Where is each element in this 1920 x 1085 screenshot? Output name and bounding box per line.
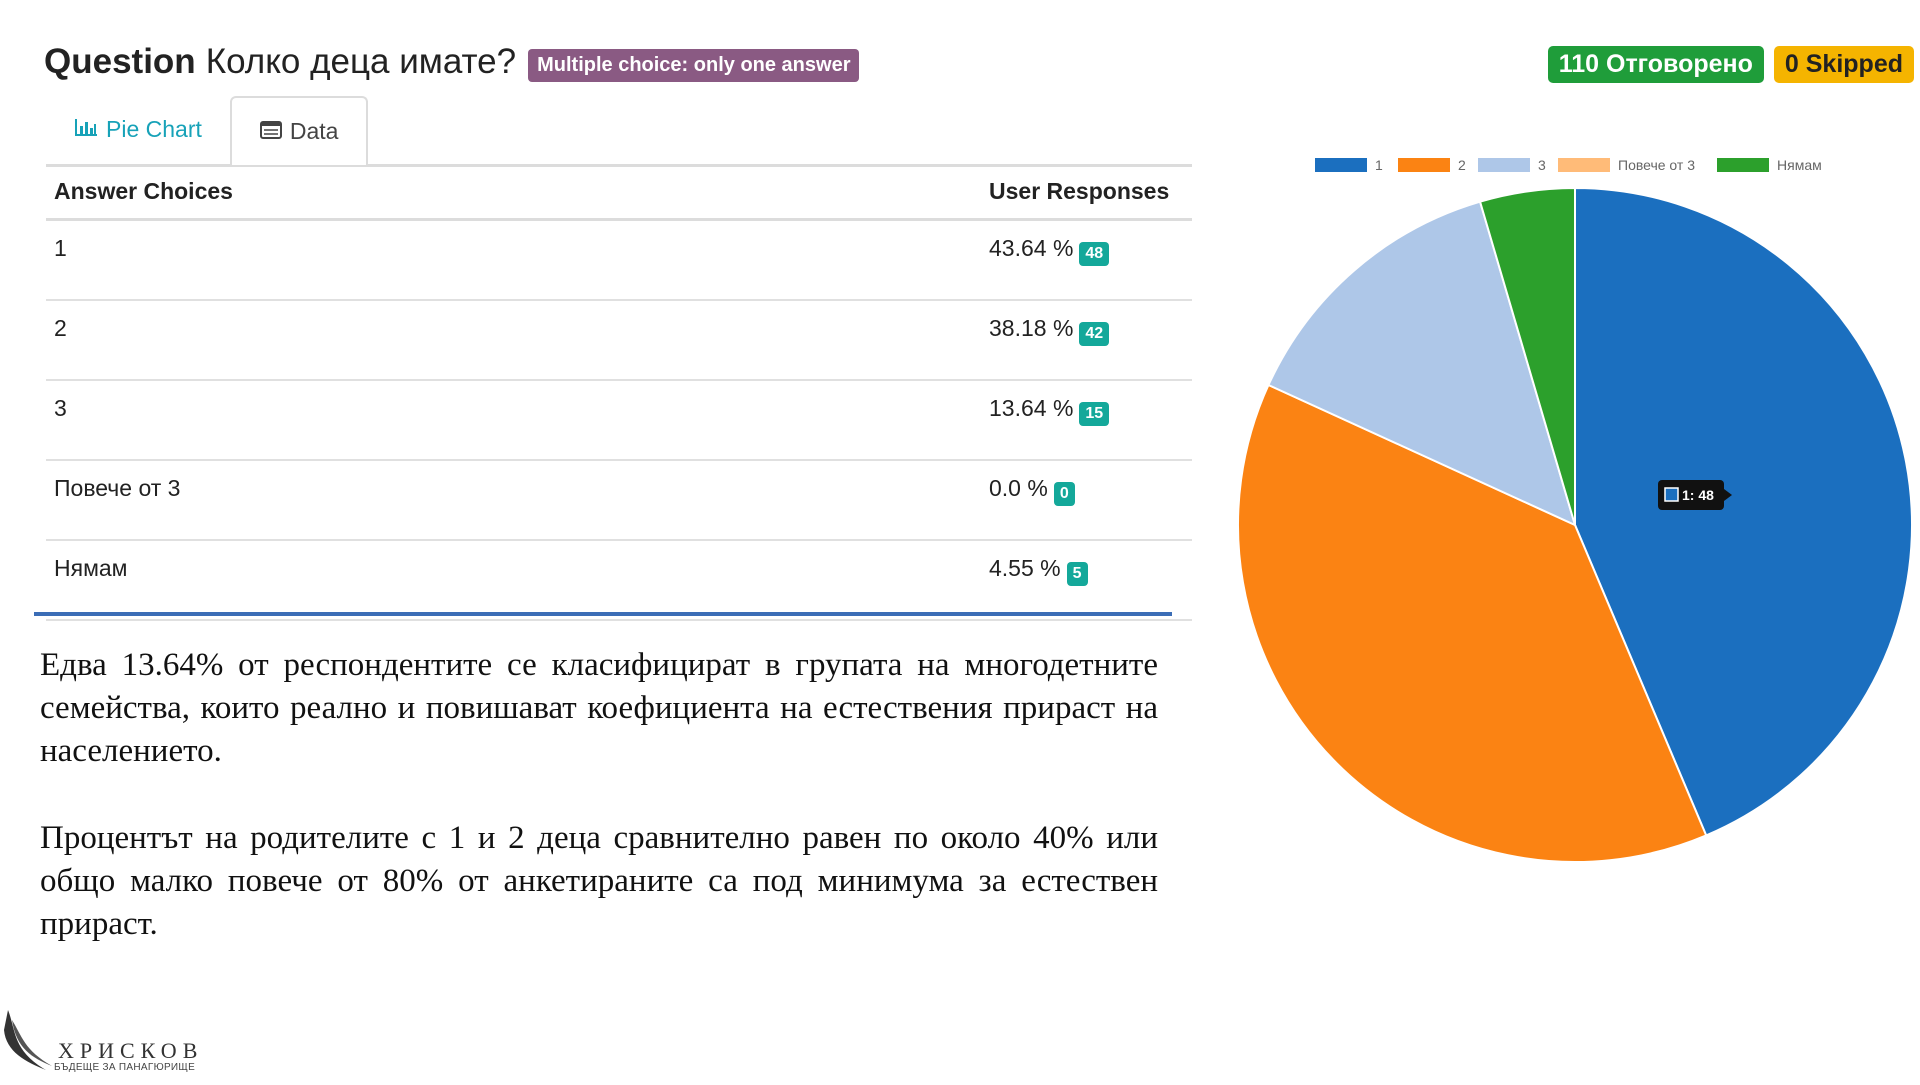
response-cell: 4.55 % 5: [989, 541, 1192, 586]
tab-data[interactable]: Data: [229, 96, 369, 165]
response-count-badge: 48: [1079, 242, 1110, 266]
tab-label: Pie Chart: [106, 115, 202, 142]
legend-swatch: [1558, 158, 1610, 172]
legend-label: Повече от 3: [1618, 157, 1695, 173]
table-row: Повече от 3 0.0 % 0: [46, 461, 1192, 541]
legend-swatch: [1398, 158, 1450, 172]
table-row: 1 43.64 % 48: [46, 221, 1192, 301]
response-percent: 13.64 %: [989, 395, 1074, 421]
skipped-badge: 0 Skipped: [1773, 46, 1914, 83]
answer-choice: 2: [54, 315, 67, 341]
tab-pie-chart[interactable]: Pie Chart: [46, 96, 230, 162]
tooltip-text: 1: 48: [1682, 487, 1714, 503]
response-cell: 0.0 % 0: [989, 461, 1192, 506]
answer-choice: Нямам: [54, 555, 128, 581]
tooltip-arrow: [1724, 489, 1732, 501]
question-text: Колко деца имате?: [205, 42, 517, 81]
response-cell: 38.18 % 42: [989, 301, 1192, 346]
response-percent: 43.64 %: [989, 235, 1074, 261]
legend-swatch: [1315, 158, 1367, 172]
legend-label: 2: [1458, 157, 1466, 173]
responses-table: Answer Choices User Responses 1 43.64 % 4…: [46, 164, 1192, 621]
response-cell: 43.64 % 48: [989, 221, 1192, 266]
response-percent: 38.18 %: [989, 315, 1074, 341]
answered-badge: 110 Отговорено: [1547, 46, 1764, 83]
answer-choice: 1: [54, 235, 67, 261]
pie-slice-1[interactable]: [1574, 186, 1913, 837]
tab-label: Data: [289, 118, 339, 144]
logo-name: ХРИСКОВ: [58, 1038, 204, 1063]
tooltip-swatch: [1664, 487, 1679, 502]
table-row: 2 38.18 % 42: [46, 301, 1192, 381]
response-count-badge: 0: [1053, 482, 1075, 506]
legend-item[interactable]: 1: [1315, 157, 1383, 173]
legend-swatch: [1717, 158, 1769, 172]
chart-tooltip: 1: 48: [1658, 480, 1732, 510]
response-cell: 13.64 % 15: [989, 381, 1192, 426]
pie-slice-5[interactable]: [1478, 186, 1576, 526]
table-header: Answer Choices User Responses: [46, 164, 1192, 221]
legend-item[interactable]: Нямам: [1717, 157, 1822, 173]
commentary-paragraph-2: Процентът на родителите с 1 и 2 деца сра…: [40, 820, 1158, 942]
question-label: Question: [44, 42, 196, 81]
logo: ХРИСКОВ БЪДЕЩЕ ЗА ПАНАГЮРИЩЕ: [2, 1000, 202, 1080]
question-header: Question Колко деца имате? Multiple choi…: [44, 36, 860, 88]
table-row: 3 13.64 % 15: [46, 381, 1192, 461]
answer-choice: Повече от 3: [54, 475, 181, 501]
legend-label: 1: [1375, 157, 1383, 173]
column-header-choices: Answer Choices: [54, 177, 233, 204]
logo-tagline: БЪДЕЩЕ ЗА ПАНАГЮРИЩЕ: [54, 1062, 196, 1073]
answer-choice: 3: [54, 395, 67, 421]
pie-chart: 1 2 3 Повече от 3 Нямам 1: 48: [1237, 157, 1913, 863]
legend-swatch: [1478, 158, 1530, 172]
table-icon: [259, 118, 282, 145]
bar-chart-icon: [74, 116, 98, 143]
legend-label: 3: [1538, 157, 1546, 173]
response-count-badge: 5: [1066, 562, 1088, 586]
divider: [34, 612, 1172, 616]
table-row: Нямам 4.55 % 5: [46, 541, 1192, 621]
pie-slice-2[interactable]: [1237, 383, 1708, 863]
pie-slice-3[interactable]: [1267, 200, 1577, 527]
commentary-paragraph-1: Едва 13.64% от респондентите се класифиц…: [40, 647, 1158, 769]
view-tabs: Pie Chart Data: [46, 96, 1192, 167]
eagle-logo-icon: [4, 1010, 52, 1070]
response-percent: 0.0 %: [989, 475, 1048, 501]
response-count-badge: 42: [1079, 322, 1110, 346]
response-count-badge: 15: [1079, 402, 1110, 426]
legend-item[interactable]: 3: [1478, 157, 1546, 173]
column-header-responses: User Responses: [989, 177, 1170, 204]
legend-label: Нямам: [1777, 157, 1822, 173]
question-type-badge: Multiple choice: only one answer: [528, 48, 860, 82]
response-percent: 4.55 %: [989, 555, 1061, 581]
legend-item[interactable]: Повече от 3: [1558, 157, 1695, 173]
response-stats: 110 Отговорено 0 Skipped: [1547, 46, 1914, 83]
legend-item[interactable]: 2: [1398, 157, 1466, 173]
